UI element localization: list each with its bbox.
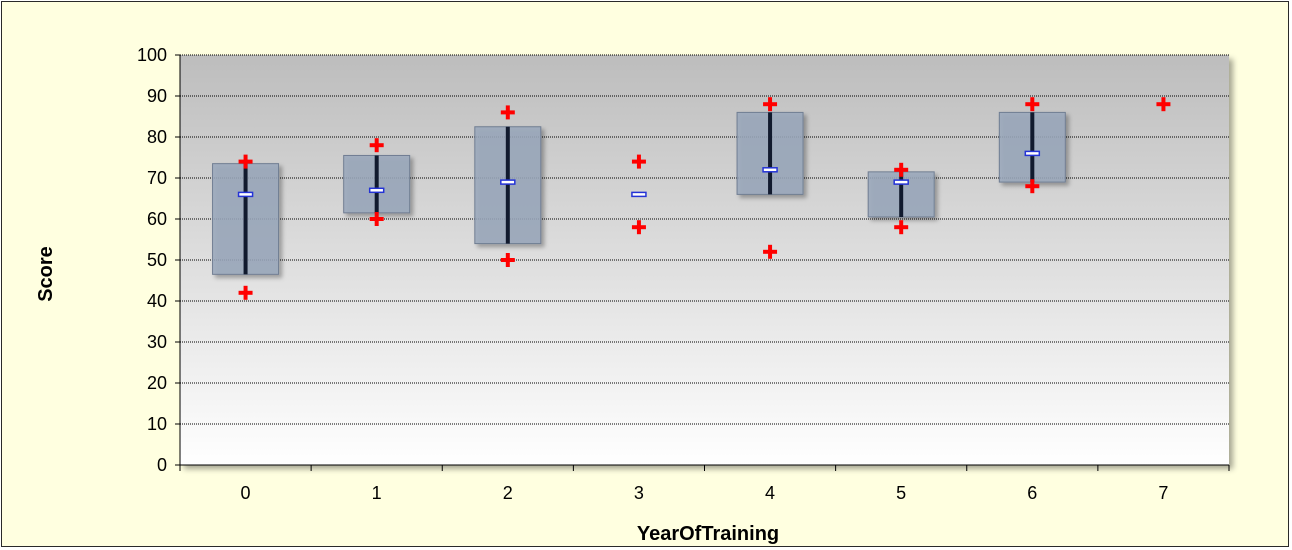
boxes <box>212 111 1066 275</box>
outlier-5-1 <box>894 220 909 235</box>
median-3 <box>631 191 647 198</box>
y-tick-label-30: 30 <box>147 332 167 352</box>
outlier-4-0 <box>763 97 778 112</box>
outlier-2-0 <box>500 105 515 120</box>
x-tick-label-7: 7 <box>1158 483 1168 503</box>
y-tick-label-10: 10 <box>147 414 167 434</box>
x-tick-label-0: 0 <box>241 483 251 503</box>
outlier-0-0 <box>238 154 253 169</box>
outlier-3-0 <box>631 154 646 169</box>
y-tick-label-60: 60 <box>147 209 167 229</box>
y-tick-label-0: 0 <box>157 455 167 475</box>
y-tick-label-50: 50 <box>147 250 167 270</box>
x-tick-label-5: 5 <box>896 483 906 503</box>
y-axis-title: Score <box>35 246 57 302</box>
y-tick-label-100: 100 <box>137 45 167 65</box>
x-tick-label-4: 4 <box>765 483 775 503</box>
outlier-4-1 <box>763 244 778 259</box>
outlier-7-0 <box>1156 97 1171 112</box>
median-1 <box>368 187 385 194</box>
outlier-1-1 <box>369 212 384 226</box>
x-tick-label-6: 6 <box>1027 483 1037 503</box>
outlier-3-1 <box>631 220 646 235</box>
x-tick-label-1: 1 <box>372 483 382 503</box>
outlier-1-0 <box>369 138 384 153</box>
x-axis-title: YearOfTraining <box>637 523 779 545</box>
x-tick-label-2: 2 <box>503 483 513 503</box>
median-6 <box>1024 150 1041 157</box>
outliers <box>238 97 1171 300</box>
y-tick-label-40: 40 <box>147 291 167 311</box>
y-tick-label-80: 80 <box>147 127 167 147</box>
outlier-0-1 <box>238 285 253 300</box>
y-tick-label-20: 20 <box>147 373 167 393</box>
y-tick-label-90: 90 <box>147 86 167 106</box>
median-0 <box>237 191 254 198</box>
axes: 0 10 20 30 40 50 60 70 80 90 100 0 1 2 3 4 5 6 7 <box>137 45 1230 503</box>
outlier-5-0 <box>894 162 909 177</box>
median-2 <box>500 179 516 185</box>
outlier-2-1 <box>500 253 515 267</box>
outlier-6-0 <box>1025 97 1040 112</box>
outlier-6-1 <box>1025 179 1040 194</box>
x-tick-label-3: 3 <box>634 483 644 503</box>
y-tick-label-70: 70 <box>147 168 167 188</box>
median-4 <box>762 167 778 173</box>
median-5 <box>893 179 909 185</box>
